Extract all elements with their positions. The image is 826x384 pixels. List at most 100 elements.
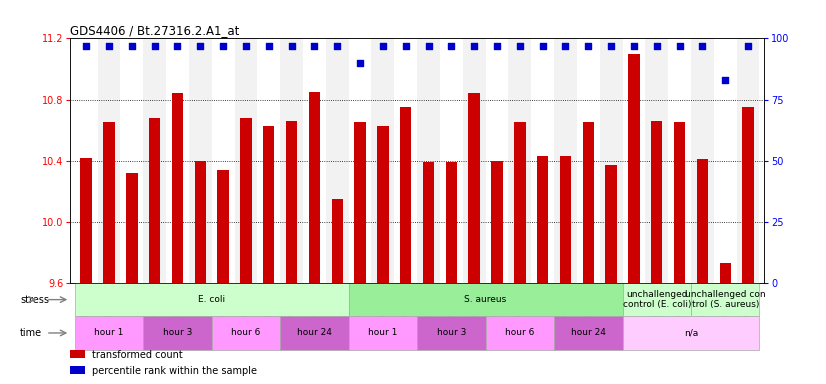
Bar xyxy=(629,54,639,283)
Point xyxy=(628,43,641,49)
Point xyxy=(650,43,663,49)
Point xyxy=(126,43,139,49)
Point xyxy=(216,43,230,49)
Bar xyxy=(623,283,691,316)
Bar xyxy=(143,316,211,350)
Bar xyxy=(189,38,211,283)
Point xyxy=(377,43,390,49)
Bar xyxy=(143,38,166,283)
Bar xyxy=(440,38,463,283)
Text: hour 3: hour 3 xyxy=(437,328,466,338)
Bar xyxy=(280,316,349,350)
Bar xyxy=(714,38,737,283)
Point xyxy=(171,43,184,49)
Point xyxy=(240,43,253,49)
Bar xyxy=(349,316,417,350)
Point xyxy=(330,43,344,49)
Point xyxy=(308,43,321,49)
Bar xyxy=(491,161,503,283)
Bar xyxy=(103,122,115,283)
Point xyxy=(79,43,93,49)
Bar xyxy=(514,122,525,283)
Bar xyxy=(600,38,623,283)
Bar xyxy=(149,118,160,283)
Text: hour 24: hour 24 xyxy=(297,328,332,338)
Text: GDS4406 / Bt.27316.2.A1_at: GDS4406 / Bt.27316.2.A1_at xyxy=(70,24,240,37)
Point xyxy=(536,43,549,49)
Text: stress: stress xyxy=(21,295,50,305)
Bar xyxy=(468,93,480,283)
Bar xyxy=(80,157,92,283)
Point xyxy=(695,43,709,49)
Point xyxy=(399,43,412,49)
Point xyxy=(468,43,481,49)
Bar xyxy=(166,38,189,283)
Bar xyxy=(211,38,235,283)
Bar xyxy=(417,38,440,283)
Bar xyxy=(743,107,754,283)
Bar xyxy=(668,38,691,283)
Bar xyxy=(696,159,708,283)
Point xyxy=(444,43,458,49)
Bar xyxy=(377,126,388,283)
Point xyxy=(673,43,686,49)
Text: unchallenged
control (E. coli): unchallenged control (E. coli) xyxy=(623,290,691,310)
Bar xyxy=(121,38,143,283)
Text: percentile rank within the sample: percentile rank within the sample xyxy=(93,366,258,376)
Bar xyxy=(217,170,229,283)
Point xyxy=(102,43,116,49)
Bar xyxy=(582,122,594,283)
Point xyxy=(422,43,435,49)
Bar xyxy=(400,107,411,283)
Text: hour 6: hour 6 xyxy=(231,328,261,338)
Bar xyxy=(417,316,486,350)
Bar xyxy=(463,38,486,283)
Text: hour 1: hour 1 xyxy=(94,328,124,338)
Bar xyxy=(75,283,349,316)
Point xyxy=(354,60,367,66)
Bar xyxy=(719,263,731,283)
Bar xyxy=(394,38,417,283)
Bar xyxy=(554,38,577,283)
Bar xyxy=(75,38,97,283)
Bar xyxy=(651,121,662,283)
Point xyxy=(719,77,732,83)
Bar xyxy=(126,173,138,283)
Text: hour 6: hour 6 xyxy=(506,328,534,338)
Bar xyxy=(280,38,303,283)
Bar xyxy=(577,38,600,283)
Text: n/a: n/a xyxy=(684,328,698,338)
Bar xyxy=(531,38,554,283)
Bar xyxy=(325,38,349,283)
Bar xyxy=(195,161,206,283)
Bar xyxy=(674,122,686,283)
Bar xyxy=(537,156,548,283)
Bar xyxy=(737,38,759,283)
Bar xyxy=(75,316,143,350)
Bar xyxy=(303,38,325,283)
Bar xyxy=(372,38,394,283)
Bar xyxy=(691,283,759,316)
Text: S. aureus: S. aureus xyxy=(464,295,506,304)
Bar xyxy=(623,316,759,350)
Text: unchallenged con
trol (S. aureus): unchallenged con trol (S. aureus) xyxy=(685,290,766,310)
Bar xyxy=(560,156,572,283)
Point xyxy=(513,43,526,49)
Point xyxy=(193,43,206,49)
Bar xyxy=(354,122,366,283)
Bar xyxy=(70,350,85,358)
Bar xyxy=(486,316,554,350)
Bar xyxy=(423,162,434,283)
Point xyxy=(285,43,298,49)
Bar xyxy=(263,126,274,283)
Bar xyxy=(211,316,280,350)
Bar xyxy=(70,366,85,374)
Point xyxy=(148,43,161,49)
Bar xyxy=(240,118,252,283)
Bar xyxy=(605,165,617,283)
Text: E. coli: E. coli xyxy=(198,295,225,304)
Bar xyxy=(446,162,457,283)
Bar xyxy=(172,93,183,283)
Bar xyxy=(97,38,121,283)
Point xyxy=(491,43,504,49)
